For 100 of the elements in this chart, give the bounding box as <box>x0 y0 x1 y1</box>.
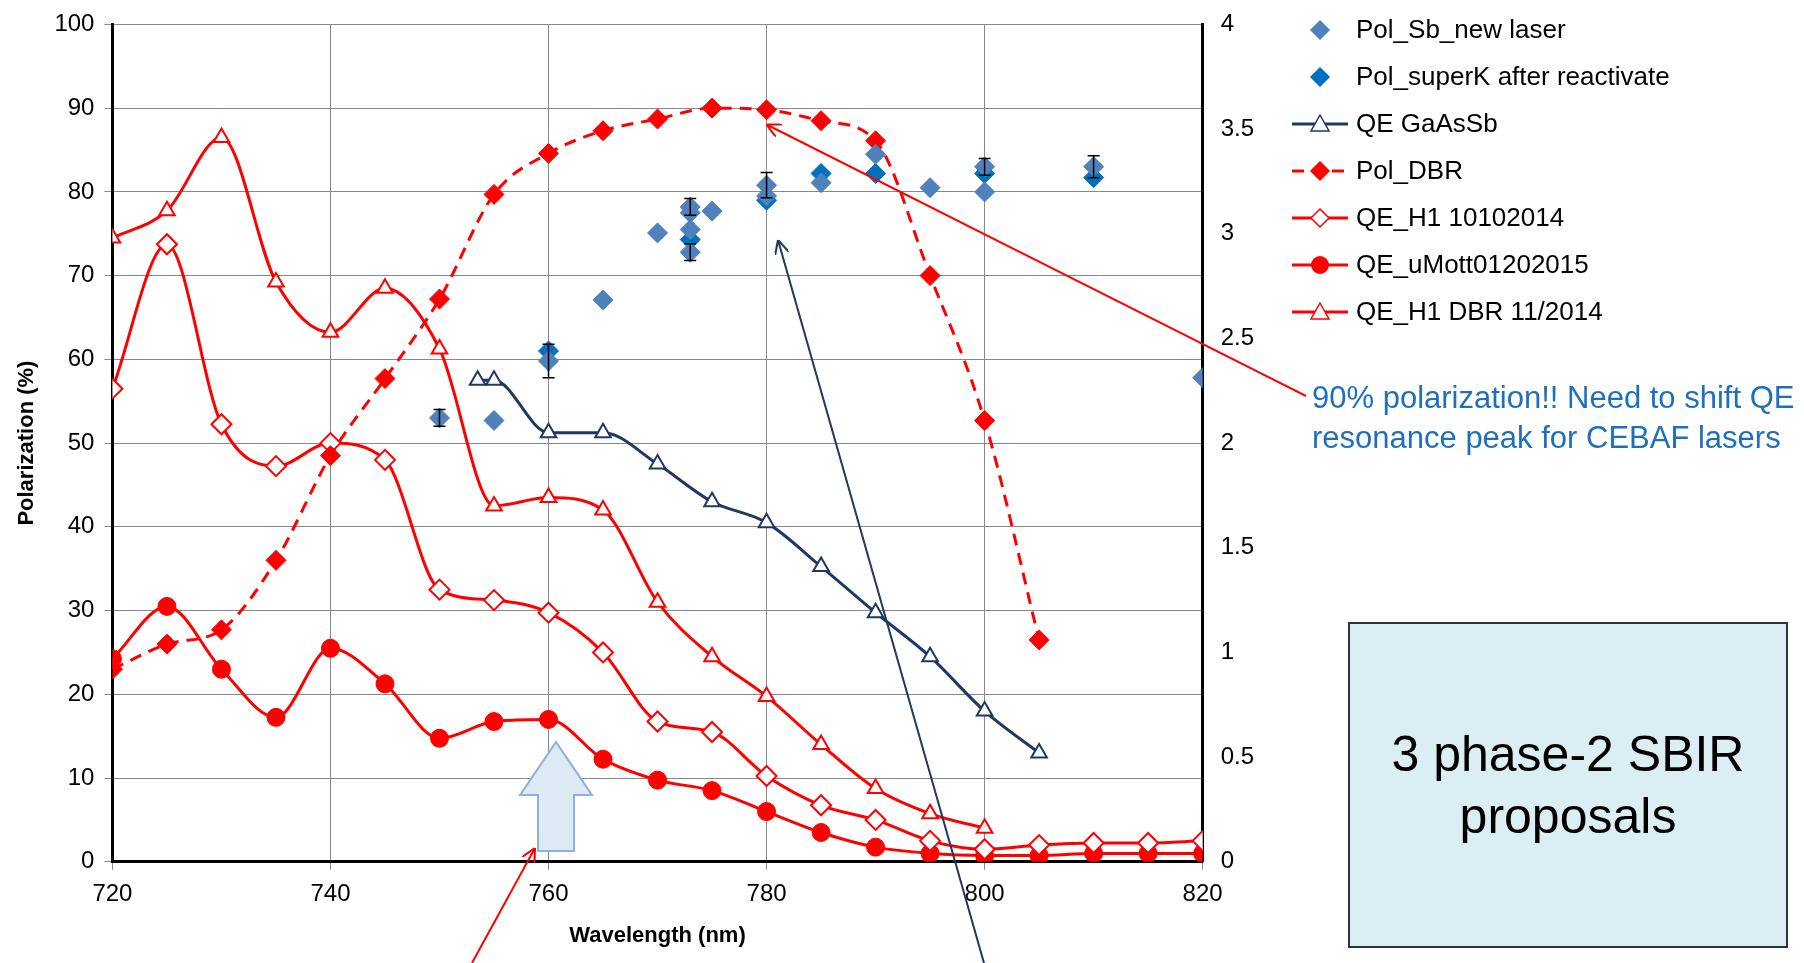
point <box>919 177 941 199</box>
point <box>429 288 450 310</box>
point <box>266 707 286 727</box>
y-axis-title: Polarization (%) <box>13 360 39 526</box>
y-tick-label: 10 <box>67 762 95 790</box>
point <box>756 99 778 121</box>
point <box>974 181 996 203</box>
legend-label: QE_H1 DBR 11/2014 <box>1356 296 1603 327</box>
y2-tick-label: 2.5 <box>1220 323 1255 351</box>
point <box>866 602 885 619</box>
point <box>701 721 724 743</box>
x-axis-title: Wavelength (nm) <box>569 921 746 947</box>
point <box>1083 156 1105 178</box>
x-tick-label: 740 <box>310 878 351 906</box>
point <box>156 633 178 655</box>
point <box>919 829 942 852</box>
point <box>265 549 287 571</box>
y2-tick-label: 4 <box>1220 9 1234 37</box>
point <box>210 619 232 641</box>
y2-tick-label: 1 <box>1220 637 1234 665</box>
point <box>1028 834 1051 857</box>
point <box>1028 629 1050 651</box>
legend-label: Pol_DBR <box>1356 155 1463 186</box>
point <box>321 322 340 338</box>
y-tick-label: 100 <box>54 9 95 37</box>
point <box>594 422 612 439</box>
point <box>1137 831 1160 854</box>
y-tick-label: 70 <box>67 260 95 288</box>
y-tick-label: 90 <box>67 92 95 120</box>
point <box>539 422 558 439</box>
point <box>483 183 505 205</box>
point <box>975 701 994 717</box>
point <box>703 491 721 508</box>
y-tick-label: 40 <box>67 511 95 539</box>
y-tick-label: 30 <box>67 595 95 623</box>
point <box>648 592 667 608</box>
point <box>921 803 939 820</box>
point <box>376 278 394 294</box>
point <box>810 794 833 817</box>
point <box>647 222 669 244</box>
point <box>810 172 832 194</box>
y2-tick-label: 3.5 <box>1220 113 1255 141</box>
point <box>812 734 830 751</box>
point <box>430 728 449 748</box>
point <box>211 659 231 679</box>
point <box>538 350 560 372</box>
legend-label: QE_H1 10102014 <box>1356 202 1565 233</box>
point <box>646 710 669 733</box>
point <box>539 487 558 504</box>
x-tick-label: 760 <box>528 878 569 906</box>
x-tick-label: 800 <box>964 878 1005 906</box>
point <box>483 589 506 612</box>
point <box>158 200 176 217</box>
x-tick-label: 720 <box>92 878 133 906</box>
y-tick-label: 50 <box>67 427 95 455</box>
y-tick-label: 60 <box>67 343 95 371</box>
point <box>703 646 721 663</box>
point <box>757 512 776 529</box>
point <box>702 781 722 801</box>
y-tick-label: 0 <box>81 846 95 874</box>
point <box>430 338 449 355</box>
y2-tick-label: 1.5 <box>1220 532 1255 560</box>
point <box>538 142 560 164</box>
point <box>537 601 560 624</box>
point <box>483 409 505 431</box>
y2-tick-label: 0 <box>1220 846 1234 874</box>
point <box>267 271 285 288</box>
point <box>919 265 941 287</box>
point <box>157 596 177 616</box>
point <box>210 413 233 436</box>
legend-label: Pol_Sb_new laser <box>1356 14 1566 45</box>
point <box>921 646 939 663</box>
point <box>757 802 777 822</box>
point <box>973 838 996 861</box>
point <box>757 686 776 702</box>
point <box>212 127 231 143</box>
point <box>810 110 832 132</box>
legend-label: QE_uMott01202015 <box>1356 249 1589 280</box>
point <box>484 712 504 732</box>
point <box>1082 831 1105 854</box>
point <box>648 454 667 470</box>
point <box>374 368 396 390</box>
point <box>647 108 669 130</box>
point <box>864 808 887 831</box>
legend-label: QE GaAsSb <box>1356 108 1498 139</box>
point <box>648 770 668 790</box>
point <box>319 445 341 467</box>
y-tick-label: 20 <box>67 678 95 706</box>
annotation: 90% polarization!! Need to shift QE resonance peak for CEBAF lasers <box>1312 379 1796 457</box>
legend-label: Pol_superK after reactivate <box>1356 61 1670 92</box>
y2-tick-label: 2 <box>1220 427 1234 455</box>
point <box>593 749 613 769</box>
point <box>320 638 340 658</box>
point <box>701 97 723 119</box>
point <box>594 500 612 516</box>
point <box>485 370 503 386</box>
point <box>811 822 831 842</box>
point <box>539 709 559 729</box>
point <box>264 455 287 478</box>
y2-tick-label: 3 <box>1220 218 1234 246</box>
